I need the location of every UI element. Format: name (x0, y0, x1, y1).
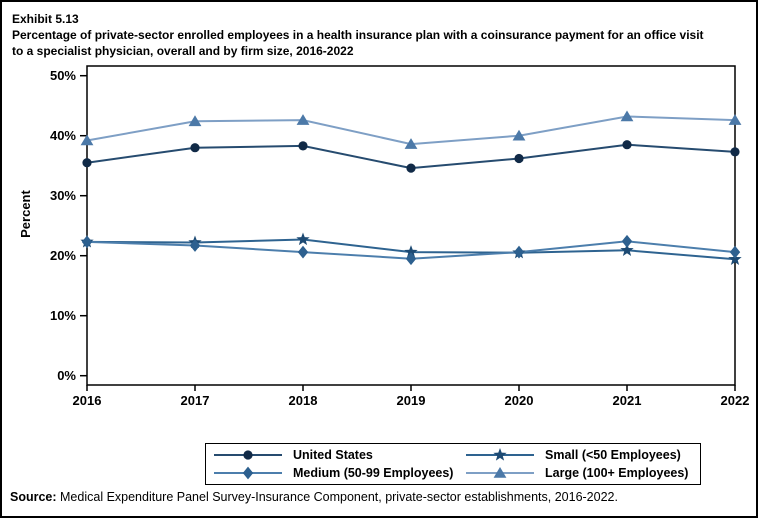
chart-title: Percentage of private-sector enrolled em… (12, 28, 704, 58)
legend-item-large: Large (100+ Employees) (464, 464, 688, 482)
svg-text:10%: 10% (50, 308, 76, 323)
legend-item-united-states: United States (212, 446, 464, 464)
svg-text:40%: 40% (50, 128, 76, 143)
svg-text:20%: 20% (50, 248, 76, 263)
svg-text:2019: 2019 (397, 393, 426, 408)
legend-item-small: Small (<50 Employees) (464, 446, 688, 464)
svg-text:2022: 2022 (721, 393, 750, 408)
svg-text:2017: 2017 (181, 393, 210, 408)
source-label: Source: (10, 490, 57, 504)
source-note: Source: Medical Expenditure Panel Survey… (10, 490, 618, 504)
diamond-marker-icon (214, 466, 282, 480)
chart-legend: United States Small (<50 Employees) Medi… (205, 443, 702, 485)
svg-text:Percent: Percent (18, 189, 33, 237)
legend-label-large: Large (100+ Employees) (545, 466, 689, 480)
svg-text:2021: 2021 (613, 393, 642, 408)
legend-label-small: Small (<50 Employees) (545, 448, 681, 462)
legend-label-united-states: United States (293, 448, 373, 462)
line-chart: 0% 10% 20% 30% 40% 50% 2016 2017 2018 2019 2020 202… (18, 65, 750, 408)
svg-text:2018: 2018 (289, 393, 318, 408)
legend-label-medium: Medium (50-99 Employees) (293, 466, 454, 480)
circle-marker-icon (214, 450, 282, 460)
svg-text:2016: 2016 (73, 393, 102, 408)
title-block: Exhibit 5.13 Percentage of private-secto… (12, 11, 718, 59)
source-text: Medical Expenditure Panel Survey-Insuran… (56, 490, 618, 504)
svg-text:0%: 0% (57, 368, 76, 383)
star-marker-icon (466, 448, 534, 461)
svg-text:30%: 30% (50, 188, 76, 203)
exhibit-label: Exhibit 5.13 (12, 12, 79, 26)
triangle-marker-icon (466, 467, 534, 478)
legend-item-medium: Medium (50-99 Employees) (212, 464, 464, 482)
svg-text:2020: 2020 (505, 393, 534, 408)
svg-text:50%: 50% (50, 68, 76, 83)
